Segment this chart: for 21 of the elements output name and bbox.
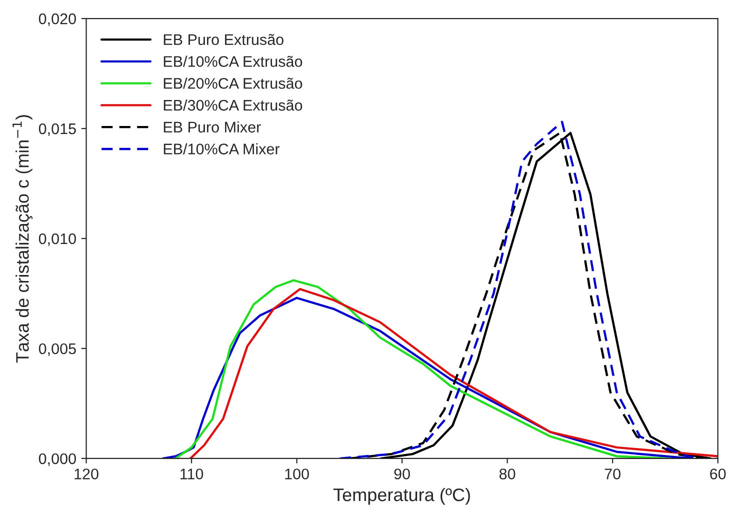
y-tick-label: 0,000 — [38, 453, 76, 466]
y-tick-label: 0,010 — [38, 233, 76, 246]
x-tick-label: 120 — [74, 468, 98, 480]
y-tick-label: 0,015 — [38, 123, 76, 136]
legend-label: EB/10%CA Extrusão — [164, 56, 302, 67]
legend-label: EB/20%CA Extrusão — [164, 78, 302, 89]
legend-label: EB/10%CA Mixer — [164, 143, 280, 154]
x-tick-label: 90 — [394, 468, 410, 480]
x-tick-label: 110 — [180, 468, 204, 480]
x-tick-label: 60 — [710, 468, 726, 480]
y-tick-label: 0,020 — [38, 13, 76, 26]
y-tick-label: 0,005 — [38, 343, 76, 356]
legend-label: EB/30%CA Extrusão — [164, 99, 302, 111]
y-axis-title: Taxa de cristalização c (min$^{−1}$) — [12, 115, 32, 363]
line-series — [174, 279, 668, 458]
x-tick-label: 100 — [285, 468, 309, 480]
legend-label: EB Puro Extrusão — [164, 34, 284, 46]
x-tick-label: 80 — [499, 468, 516, 480]
x-axis-title: Temperatura (ºC) — [333, 488, 470, 505]
x-tick-label: 70 — [604, 468, 620, 480]
legend-label: EB Puro Mixer — [164, 121, 261, 133]
